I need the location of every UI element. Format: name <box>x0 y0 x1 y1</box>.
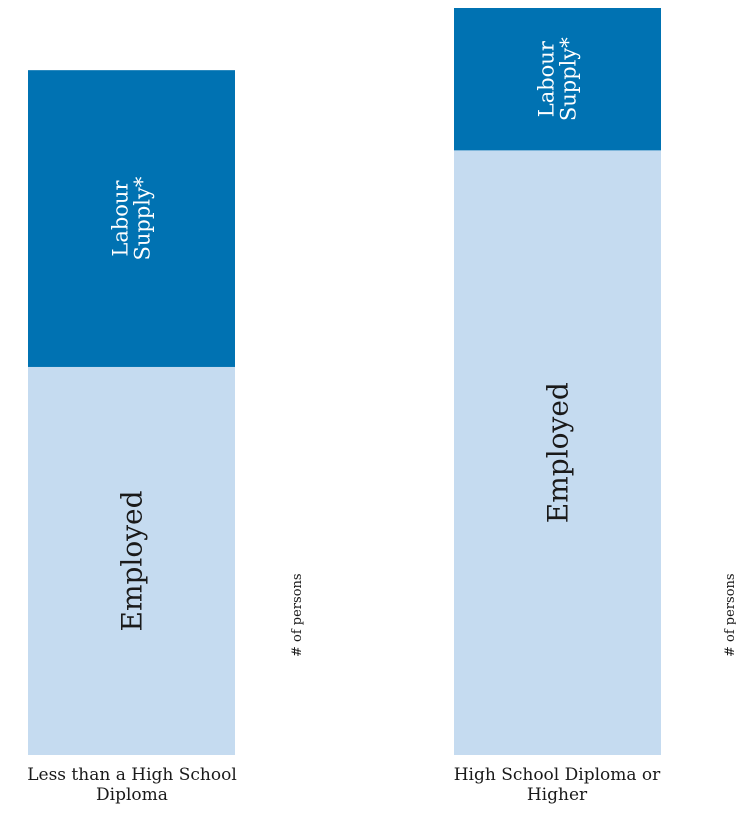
bar-labour-supply-1 <box>454 8 661 151</box>
segment-label-employed-0: Employed <box>115 490 148 631</box>
category-label-0: Less than a High School Diploma <box>27 765 237 805</box>
bar-employed-1 <box>454 150 661 755</box>
category-label-1: High School Diploma or Higher <box>453 765 661 805</box>
bar-employed-0 <box>28 366 235 755</box>
segment-label-employed-1: Employed <box>541 382 574 523</box>
segment-label-labour-supply-1: LabourSupply* <box>534 37 580 121</box>
bar-labour-supply-0 <box>28 70 235 367</box>
y-axis-label-2: # of persons <box>723 573 736 657</box>
segment-label-labour-supply-0: LabourSupply* <box>108 176 154 260</box>
y-axis-label: # of persons <box>290 573 305 657</box>
